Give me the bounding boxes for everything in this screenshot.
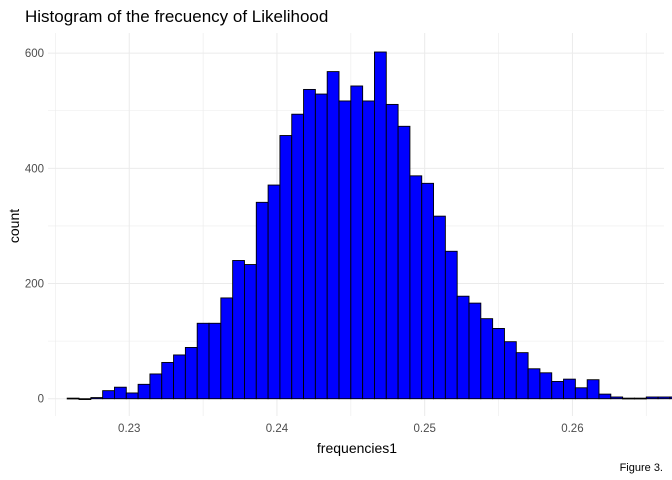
histogram-bar — [539, 372, 553, 400]
histogram-bar — [574, 387, 588, 400]
histogram-bar — [102, 390, 115, 400]
histogram-bar — [362, 100, 375, 400]
histogram-bar — [125, 392, 139, 400]
x-axis-ticks: 0.23 0.24 0.25 0.26 — [118, 423, 584, 435]
histogram-bar — [598, 393, 612, 400]
histogram-bar — [232, 260, 245, 400]
x-tick-label: 0.24 — [266, 423, 289, 435]
histogram-bar — [350, 85, 364, 400]
histogram-bar — [137, 383, 151, 400]
histogram-bar — [173, 354, 186, 400]
histogram-bar — [338, 100, 352, 400]
histogram-bar — [208, 322, 222, 400]
histogram-bar — [634, 397, 647, 400]
chart-title: Histogram of the frecuency of Likelihood — [25, 7, 328, 26]
x-tick-label: 0.26 — [561, 423, 583, 435]
histogram-bar — [563, 378, 576, 400]
histogram-bar — [504, 341, 517, 400]
histogram-bar — [78, 398, 92, 400]
histogram-bar — [196, 322, 210, 400]
histogram-bar — [161, 361, 175, 400]
histogram-bar — [444, 250, 458, 400]
histogram-bar — [397, 125, 411, 400]
x-tick-label: 0.23 — [118, 423, 140, 435]
histogram-bar — [184, 347, 198, 400]
histogram-bar — [279, 135, 293, 400]
histogram-bar — [515, 352, 529, 400]
y-tick-label: 200 — [25, 279, 44, 291]
plot-area — [48, 33, 672, 416]
histogram-bar — [586, 379, 600, 400]
histogram-bar — [409, 175, 423, 400]
histogram-bar — [291, 113, 305, 400]
histogram-bar — [480, 318, 494, 400]
histogram-bar — [66, 397, 80, 400]
histogram-bar — [657, 396, 671, 400]
histogram-bar — [255, 201, 269, 400]
histogram-bar — [114, 386, 127, 400]
histogram-bar — [314, 93, 328, 400]
y-axis-title: count — [6, 209, 22, 243]
histogram-bar — [669, 396, 672, 400]
histogram-bar — [433, 215, 446, 400]
histogram-bar — [374, 51, 387, 400]
histogram-bar — [421, 182, 435, 400]
histogram-bar — [492, 328, 505, 400]
histogram-bar — [468, 302, 482, 400]
histogram-bar — [456, 295, 470, 400]
histogram-bar — [90, 397, 104, 400]
histogram-bar — [385, 103, 399, 400]
y-tick-label: 600 — [25, 48, 44, 60]
histogram-bar — [610, 396, 624, 400]
y-tick-label: 0 — [38, 394, 44, 406]
histogram-bar — [326, 71, 340, 400]
histogram-bars — [66, 51, 672, 400]
histogram-bar — [527, 368, 541, 400]
histogram-bar — [149, 373, 163, 400]
histogram-bar — [551, 380, 564, 400]
y-axis-ticks: 0 200 400 600 — [25, 48, 44, 406]
histogram-bar — [244, 264, 257, 400]
figure-caption: Figure 3. — [620, 462, 663, 474]
histogram-bar — [303, 88, 316, 400]
histogram-bar — [622, 397, 635, 400]
x-tick-label: 0.25 — [413, 423, 435, 435]
x-axis-title: frequencies1 — [317, 440, 397, 456]
y-tick-label: 400 — [25, 163, 44, 175]
histogram-bar — [220, 297, 234, 400]
histogram-bar — [267, 184, 281, 400]
histogram-bar — [645, 396, 659, 400]
